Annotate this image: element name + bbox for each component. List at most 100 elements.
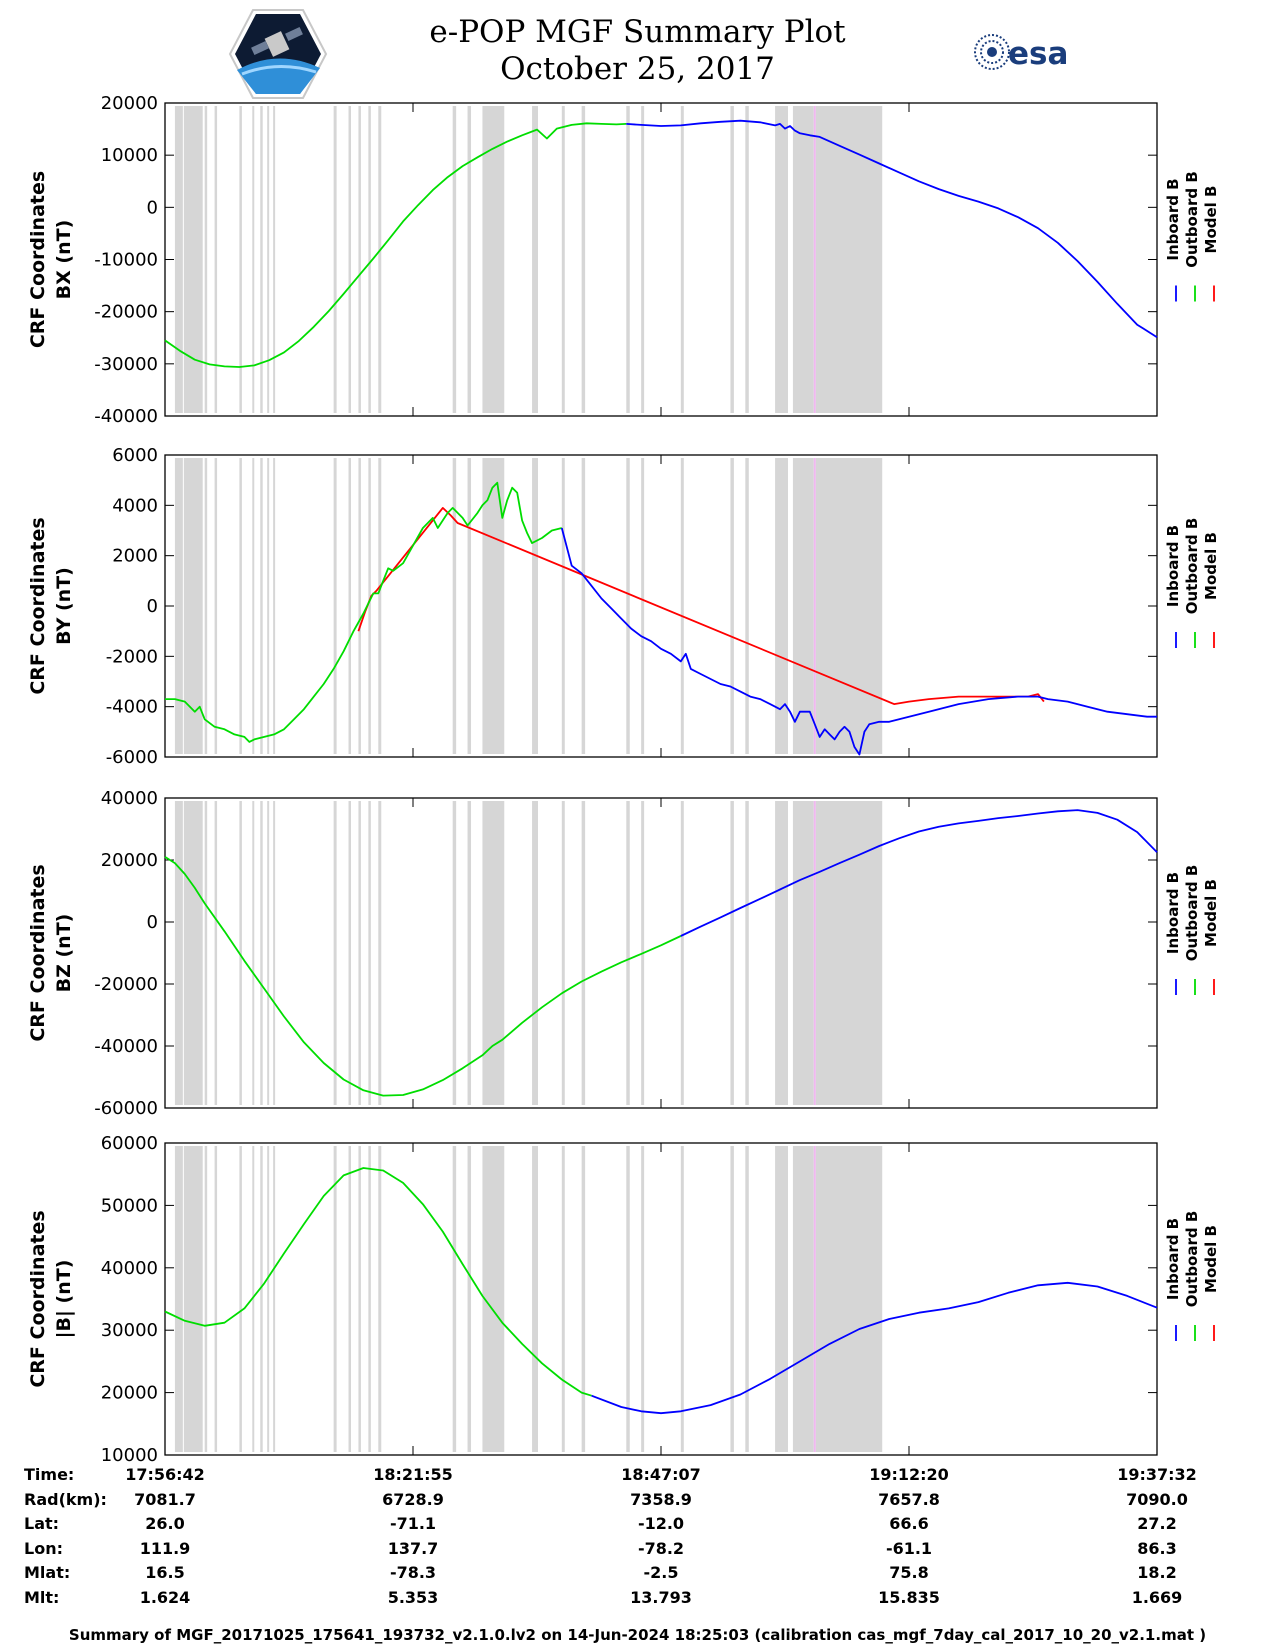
info-cell: 18.2	[1137, 1563, 1177, 1582]
shade-bands	[174, 106, 883, 413]
legend-label: Outboard B	[1183, 865, 1201, 962]
shade-band	[333, 458, 337, 754]
plot-title: e-POP MGF Summary Plot October 25, 2017	[0, 14, 1275, 88]
y-tick-label: 60000	[101, 1133, 158, 1154]
y-tick-label: -20000	[94, 302, 158, 323]
info-cell: -2.5	[643, 1563, 679, 1582]
y-tick-label: 0	[147, 197, 158, 218]
shade-band	[581, 1146, 586, 1452]
shade-band	[452, 106, 457, 413]
shade-band	[815, 458, 883, 754]
shade-band	[368, 106, 371, 413]
info-row: Rad(km): 7081.7 6728.9 7358.9 7657.8 7090.0	[0, 1490, 1275, 1514]
shade-band	[467, 458, 472, 754]
esa-logo: esa	[974, 34, 1068, 72]
shade-band	[561, 458, 565, 754]
shade-band	[815, 1146, 883, 1452]
shade-band	[252, 458, 255, 754]
info-cell: -78.2	[637, 1538, 685, 1558]
shade-band	[273, 1146, 276, 1452]
shade-band	[358, 458, 361, 754]
legend-label: Outboard B	[1183, 1211, 1201, 1308]
y-tick-label: 30000	[101, 1320, 158, 1341]
shade-band	[333, 106, 337, 413]
shade-band	[204, 801, 208, 1105]
shade-bands	[174, 1146, 883, 1452]
y-tick-label: -6000	[106, 747, 158, 768]
legend-label: Model B	[1202, 186, 1220, 254]
legend-label: Model B	[1202, 532, 1220, 600]
shade-band	[775, 1146, 788, 1452]
info-row: Lon: 111.9 137.7 -78.2 -61.1 86.3	[0, 1539, 1275, 1563]
info-cell: -61.1	[885, 1538, 933, 1558]
shade-band	[358, 801, 361, 1105]
info-cell: 75.8	[889, 1563, 929, 1582]
series-line-inboard-b	[626, 119, 1158, 338]
y-tick-label: -2000	[106, 646, 158, 667]
legend-label: Inboard B	[1164, 1218, 1182, 1300]
shade-band	[348, 1146, 351, 1452]
shade-band	[333, 801, 337, 1105]
info-cell: 27.2	[1137, 1514, 1177, 1533]
y-tick-label: 4000	[112, 495, 158, 516]
info-cell: 19:12:20	[869, 1465, 949, 1484]
shade-band	[792, 801, 814, 1105]
shade-band	[561, 106, 565, 413]
y-axis-unit-label: |B| (nT)	[53, 1260, 75, 1339]
shade-band	[452, 458, 457, 754]
shade-band	[452, 1146, 457, 1452]
info-row-label: Lat:	[24, 1514, 60, 1533]
panel-frame	[164, 102, 1158, 417]
shade-band	[482, 801, 505, 1105]
series-line-inboard-b	[591, 1281, 1158, 1415]
info-row-label: Time:	[24, 1465, 75, 1484]
shade-band	[815, 801, 883, 1105]
panel-frame	[164, 454, 1158, 758]
series-line-inboard-b	[680, 809, 1158, 937]
shade-band	[730, 801, 734, 1105]
info-cell: 5.353	[387, 1587, 439, 1607]
shade-band	[239, 106, 242, 413]
y-tick-label: -4000	[106, 697, 158, 718]
shade-band	[214, 801, 218, 1105]
series-line-outboard-b	[164, 856, 682, 1097]
shade-band	[252, 1146, 255, 1452]
title-line-2: October 25, 2017	[500, 51, 775, 87]
y-tick-label: 20000	[101, 93, 158, 114]
shade-band	[452, 801, 457, 1105]
shade-band	[532, 106, 538, 413]
y-tick-label: 2000	[112, 546, 158, 567]
y-tick-label: 10000	[101, 145, 158, 166]
shade-band	[792, 1146, 814, 1452]
shade-band	[378, 1146, 382, 1452]
shade-band	[368, 801, 371, 1105]
shade-band	[214, 1146, 218, 1452]
panel-frame	[164, 1142, 1158, 1456]
legend: Inboard B Outboard B Model B	[1164, 171, 1220, 302]
shade-band	[532, 458, 538, 754]
shade-band	[174, 458, 183, 754]
y-tick-label: -40000	[94, 406, 158, 427]
shade-band	[745, 106, 749, 413]
y-tick-label: 40000	[101, 788, 158, 809]
shade-bands	[174, 801, 883, 1105]
shade-band	[358, 106, 361, 413]
y-tick-label: 20000	[101, 850, 158, 871]
info-cell: -78.3	[389, 1563, 437, 1582]
y-axis-unit-label: BY (nT)	[53, 567, 75, 645]
legend-label: Inboard B	[1164, 178, 1182, 260]
shade-band	[239, 1146, 242, 1452]
shade-band	[183, 458, 203, 754]
legend: Inboard B Outboard B Model B	[1164, 865, 1220, 995]
shade-band	[792, 458, 814, 754]
info-cell: 17:56:42	[125, 1465, 205, 1484]
shade-band	[626, 458, 630, 754]
shade-band	[482, 106, 505, 413]
shade-band	[626, 1146, 630, 1452]
shade-band	[815, 106, 883, 413]
info-cell: 16.5	[145, 1563, 185, 1582]
shade-band	[378, 801, 382, 1105]
shade-band	[260, 1146, 263, 1452]
shade-band	[239, 458, 242, 754]
